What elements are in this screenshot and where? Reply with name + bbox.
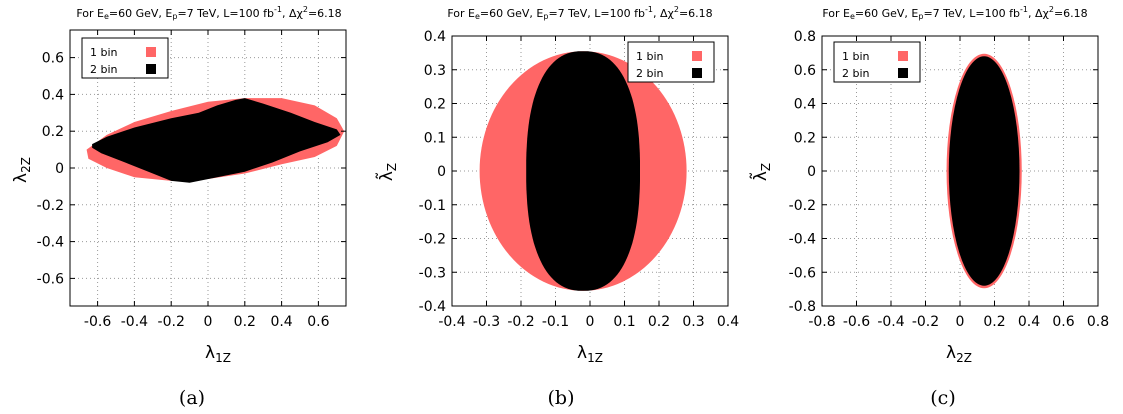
x-tick-label: 0 — [956, 314, 965, 330]
x-tick-label: 0.4 — [270, 314, 292, 330]
x-tick-label: -0.2 — [912, 314, 939, 330]
y-tick-label: 0.8 — [794, 29, 816, 45]
chart-c: For Ee=60 GeV, Ep=7 TeV, L=100 fb-1, Δχ2… — [749, 5, 1109, 409]
x-tick-label: 0.8 — [1087, 314, 1109, 330]
y-tick-label: 0.3 — [424, 63, 446, 79]
x-tick-label: 0.6 — [1052, 314, 1074, 330]
y-tick-label: -0.4 — [419, 299, 446, 315]
y-axis-label: λ̃Z — [749, 163, 773, 181]
x-tick-label: -0.4 — [438, 314, 465, 330]
x-tick-label: -0.4 — [877, 314, 904, 330]
y-axis-label: λ̃Z — [375, 163, 399, 181]
y-tick-label: 0 — [807, 164, 816, 180]
panel-caption: (b) — [548, 387, 575, 409]
x-tick-label: 0.3 — [682, 314, 704, 330]
y-tick-label: 0.1 — [424, 130, 446, 146]
x-tick-label: 0.4 — [717, 314, 739, 330]
x-tick-label: -0.8 — [808, 314, 835, 330]
y-tick-label: 0.4 — [424, 29, 446, 45]
legend-label: 1 bin — [90, 46, 118, 59]
y-tick-label: -0.6 — [789, 265, 816, 281]
y-tick-label: 0 — [437, 164, 446, 180]
x-tick-label: -0.2 — [158, 314, 185, 330]
y-tick-label: -0.2 — [37, 198, 64, 214]
y-tick-label: 0.2 — [794, 130, 816, 146]
x-tick-label: 0.2 — [234, 314, 256, 330]
legend-swatch — [898, 51, 908, 61]
y-tick-label: 0.2 — [424, 97, 446, 113]
y-tick-label: -0.8 — [789, 299, 816, 315]
x-axis-label: λ1Z — [205, 343, 231, 365]
legend-swatch — [692, 68, 702, 78]
y-tick-label: -0.2 — [789, 198, 816, 214]
y-tick-label: -0.4 — [37, 235, 64, 251]
chart-panel-b: For Ee=60 GeV, Ep=7 TeV, L=100 fb-1, Δχ2… — [374, 0, 748, 414]
x-tick-label: 0.1 — [613, 314, 635, 330]
series-2-bin-region — [948, 56, 1020, 286]
legend-swatch — [146, 64, 156, 74]
y-tick-label: -0.6 — [37, 271, 64, 287]
y-tick-label: -0.3 — [419, 265, 446, 281]
x-tick-label: 0 — [586, 314, 595, 330]
series-2-bin-region — [526, 51, 640, 291]
chart-a: For Ee=60 GeV, Ep=7 TeV, L=100 fb-1, Δχ2… — [11, 5, 347, 409]
y-tick-label: -0.4 — [789, 232, 816, 248]
panel-caption: (a) — [179, 387, 205, 409]
legend-swatch — [692, 51, 702, 61]
legend-label: 2 bin — [842, 67, 870, 80]
chart-panel-c: For Ee=60 GeV, Ep=7 TeV, L=100 fb-1, Δχ2… — [748, 0, 1122, 414]
legend-label: 1 bin — [842, 50, 870, 63]
y-tick-label: 0 — [55, 161, 64, 177]
y-tick-label: 0.6 — [42, 51, 64, 67]
y-tick-label: 0.6 — [794, 63, 816, 79]
x-tick-label: -0.3 — [473, 314, 500, 330]
y-tick-label: -0.1 — [419, 198, 446, 214]
legend-label: 1 bin — [636, 50, 664, 63]
x-tick-label: -0.4 — [121, 314, 148, 330]
panel-caption: (c) — [930, 387, 955, 409]
chart-title: For Ee=60 GeV, Ep=7 TeV, L=100 fb-1, Δχ2… — [447, 5, 712, 21]
x-tick-label: -0.6 — [84, 314, 111, 330]
y-tick-label: 0.4 — [794, 97, 816, 113]
legend-label: 2 bin — [636, 67, 664, 80]
x-axis-label: λ1Z — [577, 343, 603, 365]
chart-panel-a: For Ee=60 GeV, Ep=7 TeV, L=100 fb-1, Δχ2… — [0, 0, 374, 414]
x-tick-label: 0.4 — [1018, 314, 1040, 330]
legend-label: 2 bin — [90, 63, 118, 76]
legend-swatch — [146, 47, 156, 57]
y-tick-label: -0.2 — [419, 232, 446, 248]
x-tick-label: 0.2 — [983, 314, 1005, 330]
x-tick-label: 0.6 — [307, 314, 329, 330]
x-tick-label: -0.1 — [542, 314, 569, 330]
x-axis-label: λ2Z — [946, 343, 972, 365]
x-tick-label: 0 — [204, 314, 213, 330]
chart-b: For Ee=60 GeV, Ep=7 TeV, L=100 fb-1, Δχ2… — [375, 5, 739, 409]
y-axis-label: λ2Z — [11, 157, 33, 183]
x-tick-label: -0.6 — [843, 314, 870, 330]
chart-title: For Ee=60 GeV, Ep=7 TeV, L=100 fb-1, Δχ2… — [76, 5, 341, 21]
series-2-bin-region — [92, 98, 341, 183]
legend-swatch — [898, 68, 908, 78]
chart-title: For Ee=60 GeV, Ep=7 TeV, L=100 fb-1, Δχ2… — [822, 5, 1087, 21]
x-tick-label: -0.2 — [507, 314, 534, 330]
x-tick-label: 0.2 — [648, 314, 670, 330]
y-tick-label: 0.4 — [42, 87, 64, 103]
y-tick-label: 0.2 — [42, 124, 64, 140]
